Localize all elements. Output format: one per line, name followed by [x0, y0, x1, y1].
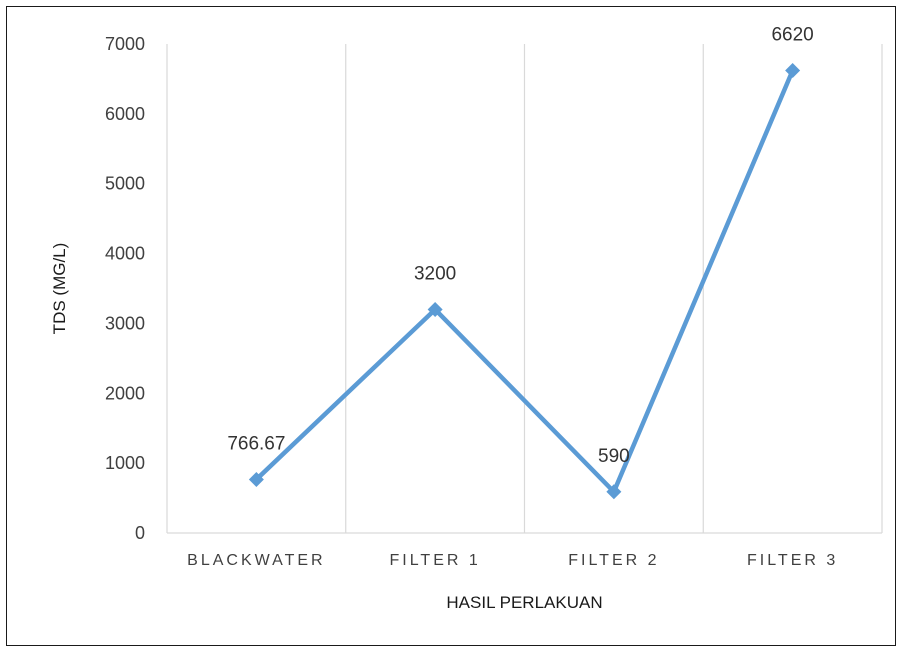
y-axis-title: TDS (MG/L)	[50, 243, 69, 335]
series-layer	[248, 63, 801, 500]
line-chart: 0 1000 2000 3000 4000 5000 6000 7000 BLACKWATER…	[50, 25, 883, 612]
data-label: 3200	[414, 263, 456, 284]
y-tick-label: 1000	[105, 453, 145, 473]
x-category-label: FILTER 3	[747, 552, 838, 569]
x-category-label: FILTER 2	[568, 552, 659, 569]
y-tick-label: 3000	[105, 313, 145, 333]
data-labels: 766.67 3200 590 6620	[227, 25, 813, 467]
chart-frame: 0 1000 2000 3000 4000 5000 6000 7000 BLACKWATER…	[6, 6, 896, 646]
data-label: 6620	[771, 25, 813, 46]
data-label: 766.67	[227, 433, 285, 454]
y-tick-label: 5000	[105, 174, 145, 194]
x-axis-categories: BLACKWATER FILTER 1 FILTER 2 FILTER 3	[187, 552, 838, 569]
y-tick-label: 0	[135, 523, 145, 543]
data-point-marker	[248, 471, 264, 487]
y-tick-label: 7000	[105, 34, 145, 54]
data-point-marker	[427, 301, 443, 317]
y-tick-label: 2000	[105, 383, 145, 403]
grid-layer	[166, 44, 883, 534]
y-tick-label: 4000	[105, 244, 145, 264]
x-category-label: FILTER 1	[389, 552, 480, 569]
y-axis-ticks: 0 1000 2000 3000 4000 5000 6000 7000	[105, 34, 145, 543]
y-tick-label: 6000	[105, 104, 145, 124]
data-point-marker	[785, 63, 801, 79]
data-label: 590	[598, 446, 630, 467]
data-point-marker	[606, 484, 622, 500]
x-axis-title: HASIL PERLAKUAN	[446, 593, 602, 612]
x-category-label: BLACKWATER	[187, 552, 325, 569]
series-line	[254, 69, 795, 495]
